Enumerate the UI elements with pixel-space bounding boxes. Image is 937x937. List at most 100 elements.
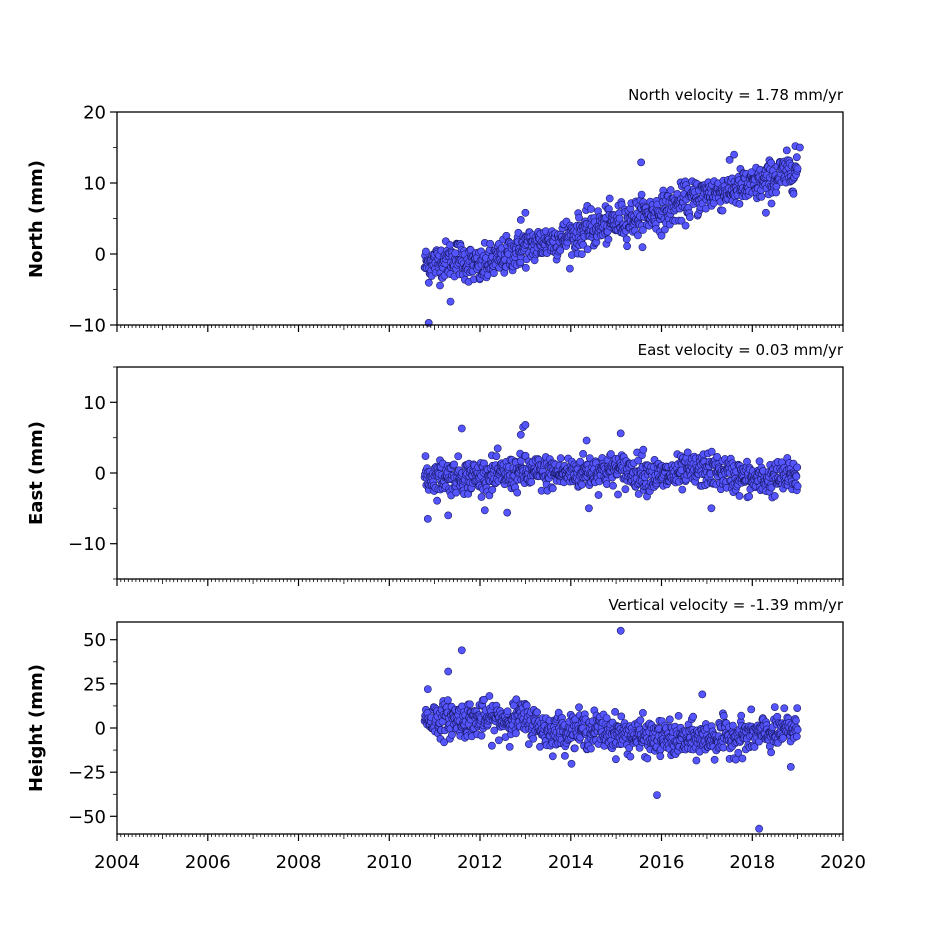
east-point — [421, 452, 430, 460]
height-point — [567, 759, 576, 768]
height-point — [611, 708, 619, 716]
height-point — [793, 725, 802, 734]
east-point — [634, 456, 643, 465]
height-point — [755, 824, 763, 833]
east-point — [493, 444, 502, 453]
xtick-label: 2020 — [820, 852, 866, 873]
east-point — [454, 452, 463, 461]
height-point — [734, 748, 743, 757]
height-point — [719, 712, 728, 720]
north-point — [486, 239, 495, 248]
east-point — [582, 436, 591, 445]
height-point — [503, 707, 512, 716]
height-point — [767, 748, 775, 757]
east-ytick-label: −10 — [68, 534, 106, 555]
east-point — [614, 490, 622, 499]
north-point — [446, 297, 455, 306]
north-axis-ticks: −10 0 10 20 — [68, 103, 844, 337]
north-point — [583, 245, 592, 254]
east-point — [707, 447, 716, 456]
north-point — [762, 208, 770, 217]
height-point — [512, 695, 521, 704]
north-point — [522, 263, 530, 272]
east-point — [745, 492, 753, 501]
north-point — [637, 158, 645, 167]
north-point — [767, 158, 775, 167]
height-ytick-label: 25 — [83, 674, 106, 695]
north-point — [615, 214, 624, 223]
height-point — [665, 715, 674, 724]
north-points — [420, 142, 804, 327]
north-point — [516, 215, 525, 224]
height-point — [570, 744, 579, 753]
east-point — [556, 454, 565, 463]
height-point — [448, 730, 456, 739]
height-point — [465, 700, 474, 709]
north-point — [436, 281, 444, 290]
height-point — [487, 741, 496, 750]
east-ytick-label: 0 — [95, 464, 106, 485]
north-point — [657, 231, 666, 240]
height-point — [524, 740, 533, 748]
height-point — [674, 712, 683, 720]
north-ytick-label: −10 — [68, 316, 106, 337]
height-point — [653, 791, 661, 799]
east-point — [477, 493, 486, 501]
vertical-velocity-title: Vertical velocity = -1.39 mm/yr — [608, 596, 843, 614]
east-point — [607, 450, 615, 458]
xtick-label: 2004 — [94, 852, 140, 873]
east-point — [480, 506, 489, 515]
xtick-label: 2014 — [548, 852, 594, 873]
east-point — [513, 488, 522, 497]
north-point — [792, 153, 801, 162]
height-point — [710, 755, 719, 764]
north-point — [638, 243, 647, 252]
east-point — [521, 420, 530, 429]
height-point — [477, 731, 486, 740]
height-point — [617, 712, 626, 721]
north-point — [639, 226, 647, 234]
height-ytick-label: −25 — [68, 763, 106, 784]
east-point — [678, 485, 687, 494]
north-point — [575, 213, 583, 222]
height-points — [420, 626, 802, 833]
north-point — [578, 250, 586, 258]
height-point — [636, 716, 645, 725]
height-point — [643, 754, 652, 763]
height-ylabel: Height (mm) — [26, 664, 47, 792]
height-point — [786, 763, 795, 771]
height-point — [738, 754, 747, 763]
xtick-label: 2006 — [185, 852, 231, 873]
xtick-label: 2016 — [639, 852, 685, 873]
height-point — [480, 695, 488, 704]
height-axes-frame — [116, 621, 844, 835]
height-point — [698, 690, 707, 699]
east-point — [621, 485, 630, 494]
east-point — [457, 424, 466, 433]
north-point — [605, 194, 614, 203]
east-ytick-label: 10 — [83, 393, 106, 414]
north-ytick-label: 10 — [83, 174, 106, 195]
height-point — [792, 732, 801, 741]
height-point — [529, 734, 538, 743]
north-point — [735, 199, 744, 208]
height-point — [533, 708, 541, 717]
north-point — [793, 164, 802, 173]
north-ytick-label: 0 — [95, 245, 106, 266]
north-point — [757, 192, 766, 201]
north-point — [681, 221, 690, 230]
east-point — [488, 485, 497, 494]
east-point — [585, 504, 593, 513]
height-point — [729, 721, 737, 730]
north-point — [424, 278, 433, 287]
height-point — [747, 705, 756, 714]
north-point — [623, 242, 631, 251]
east-point — [707, 504, 716, 513]
north-point — [556, 246, 565, 255]
east-point — [423, 515, 432, 523]
east-point — [444, 511, 453, 520]
east-point — [616, 429, 625, 438]
height-point — [443, 696, 452, 705]
xtick-label: 2008 — [276, 852, 322, 873]
north-point — [730, 150, 738, 159]
